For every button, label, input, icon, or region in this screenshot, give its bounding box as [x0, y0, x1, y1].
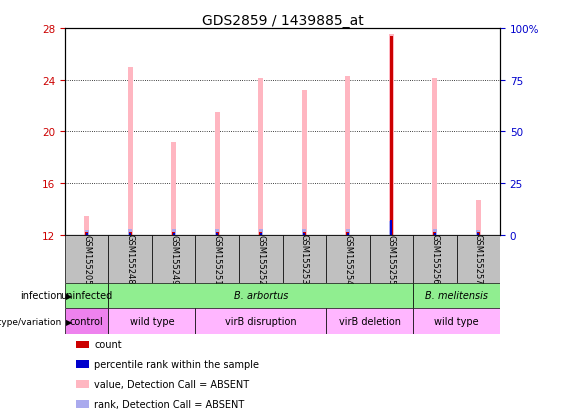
Bar: [216, 232, 219, 235]
Text: GSM155257: GSM155257: [474, 234, 483, 285]
Text: GSM155251: GSM155251: [213, 234, 221, 284]
Bar: [413, 309, 500, 334]
Bar: [86, 233, 88, 235]
Bar: [302, 229, 306, 235]
Bar: [129, 233, 131, 235]
Text: wild type: wild type: [434, 316, 479, 326]
Bar: [389, 36, 394, 235]
Bar: [239, 235, 282, 283]
Bar: [476, 231, 480, 235]
Bar: [258, 79, 263, 235]
Bar: [346, 229, 350, 235]
Text: ▶: ▶: [66, 291, 73, 300]
Bar: [108, 283, 413, 309]
Text: B. arbortus: B. arbortus: [233, 291, 288, 301]
Bar: [432, 79, 437, 235]
Bar: [129, 232, 132, 235]
Bar: [347, 233, 349, 235]
Text: GSM155253: GSM155253: [300, 234, 308, 285]
Text: control: control: [70, 316, 103, 326]
Bar: [433, 230, 437, 235]
Text: GSM155256: GSM155256: [431, 234, 439, 285]
Text: GDS2859 / 1439885_at: GDS2859 / 1439885_at: [202, 14, 363, 28]
Bar: [108, 309, 195, 334]
Bar: [390, 221, 392, 235]
Bar: [152, 235, 195, 283]
Bar: [326, 309, 413, 334]
Bar: [370, 235, 413, 283]
Bar: [345, 77, 350, 235]
Bar: [85, 231, 89, 235]
Text: virB disruption: virB disruption: [225, 316, 297, 326]
Bar: [259, 229, 263, 235]
Bar: [195, 235, 239, 283]
Bar: [85, 232, 88, 235]
Bar: [413, 283, 500, 309]
Text: count: count: [94, 339, 122, 349]
Bar: [65, 309, 108, 334]
Bar: [389, 221, 393, 235]
Bar: [216, 233, 218, 235]
Text: percentile rank within the sample: percentile rank within the sample: [94, 359, 259, 369]
Bar: [215, 229, 219, 235]
Bar: [172, 232, 175, 235]
Bar: [433, 232, 436, 235]
Bar: [65, 283, 108, 309]
Text: GSM155205: GSM155205: [82, 234, 91, 284]
Text: GSM155255: GSM155255: [387, 234, 396, 284]
Bar: [413, 235, 457, 283]
Text: wild type: wild type: [130, 316, 174, 326]
Bar: [173, 233, 175, 235]
Bar: [477, 233, 479, 235]
Bar: [128, 68, 133, 235]
Bar: [84, 216, 89, 235]
Bar: [476, 201, 481, 235]
Text: value, Detection Call = ABSENT: value, Detection Call = ABSENT: [94, 379, 250, 389]
Bar: [390, 37, 393, 235]
Text: ▶: ▶: [66, 317, 73, 326]
Bar: [108, 235, 152, 283]
Bar: [65, 235, 108, 283]
Bar: [282, 235, 326, 283]
Text: infection: infection: [20, 291, 62, 301]
Text: GSM155254: GSM155254: [344, 234, 352, 284]
Bar: [303, 233, 305, 235]
Bar: [303, 232, 306, 235]
Bar: [195, 309, 326, 334]
Bar: [326, 235, 370, 283]
Text: GSM155248: GSM155248: [126, 234, 134, 285]
Bar: [128, 229, 132, 235]
Bar: [346, 232, 349, 235]
Text: genotype/variation: genotype/variation: [0, 317, 62, 326]
Text: B. melitensis: B. melitensis: [425, 291, 488, 301]
Text: uninfected: uninfected: [60, 291, 113, 301]
Text: virB deletion: virB deletion: [338, 316, 401, 326]
Text: GSM155252: GSM155252: [257, 234, 265, 284]
Bar: [215, 113, 220, 235]
Bar: [477, 232, 480, 235]
Bar: [171, 142, 176, 235]
Text: GSM155249: GSM155249: [170, 234, 178, 284]
Bar: [172, 230, 176, 235]
Text: rank, Detection Call = ABSENT: rank, Detection Call = ABSENT: [94, 399, 245, 409]
Bar: [434, 233, 436, 235]
Bar: [302, 91, 307, 235]
Bar: [260, 233, 262, 235]
Bar: [457, 235, 500, 283]
Bar: [259, 232, 262, 235]
